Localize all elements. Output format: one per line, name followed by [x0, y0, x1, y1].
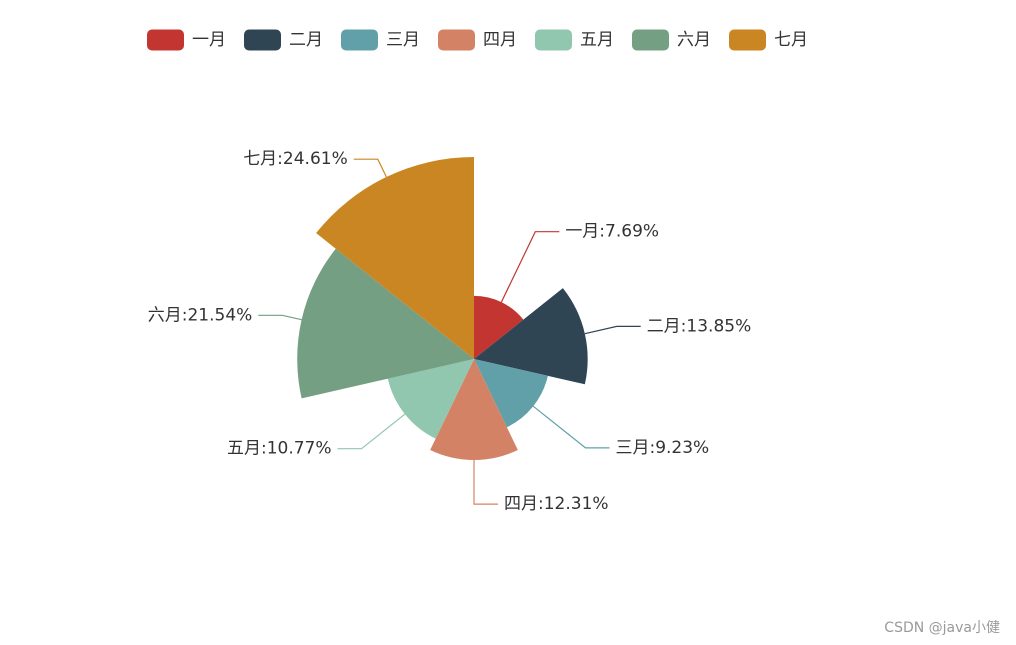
legend-label: 六月	[677, 30, 711, 50]
legend-swatch	[729, 29, 766, 51]
callout-line	[532, 405, 610, 449]
legend-swatch	[147, 29, 184, 51]
slice-label: 五月:10.77%	[227, 439, 332, 459]
legend-item[interactable]: 三月	[341, 29, 420, 51]
slice-label: 一月:7.69%	[565, 222, 659, 242]
legend-label: 二月	[289, 30, 323, 50]
legend-item[interactable]: 五月	[535, 29, 614, 51]
watermark-text: CSDN @java小健	[884, 620, 1000, 636]
slice-label: 四月:12.31%	[504, 494, 609, 514]
callout-line	[337, 413, 406, 450]
legend-item[interactable]: 二月	[244, 29, 323, 51]
legend-label: 四月	[483, 30, 517, 50]
legend-swatch	[632, 29, 669, 51]
legend-item[interactable]: 六月	[632, 29, 711, 51]
legend-label: 一月	[192, 30, 226, 50]
pie-slice[interactable]	[474, 295, 524, 359]
legend-item[interactable]: 七月	[729, 29, 808, 51]
pie-slice[interactable]	[474, 359, 548, 428]
legend-item[interactable]: 一月	[147, 29, 226, 51]
legend-swatch	[341, 29, 378, 51]
legend-label: 三月	[386, 30, 420, 50]
pie-slice[interactable]	[387, 359, 474, 439]
legend-item[interactable]: 四月	[438, 29, 517, 51]
slice-label: 七月:24.61%	[243, 149, 348, 169]
callout-line	[584, 325, 641, 335]
legend-swatch	[244, 29, 281, 51]
slice-callouts: 一月:7.69% 二月:13.85% 三月:9.23% 四月:12.31% 五月:10.…	[148, 149, 751, 514]
pie-slices	[297, 157, 588, 461]
legend-swatch	[438, 29, 475, 51]
chart-legend: 一月 二月 三月 四月 五月 六月 七月	[147, 29, 808, 51]
callout-line	[473, 460, 498, 505]
legend-label: 七月	[774, 30, 808, 50]
pie-slice[interactable]	[316, 157, 474, 359]
slice-label: 二月:13.85%	[647, 316, 752, 336]
callout-line	[258, 314, 302, 321]
pie-slice[interactable]	[474, 288, 588, 385]
pie-slice[interactable]	[430, 359, 518, 461]
callout-line	[500, 231, 560, 303]
callout-line	[353, 158, 387, 178]
pie-slice[interactable]	[297, 248, 474, 399]
slice-label: 三月:9.23%	[615, 438, 709, 458]
slice-label: 六月:21.54%	[148, 305, 253, 325]
legend-label: 五月	[580, 30, 614, 50]
legend-swatch	[535, 29, 572, 51]
